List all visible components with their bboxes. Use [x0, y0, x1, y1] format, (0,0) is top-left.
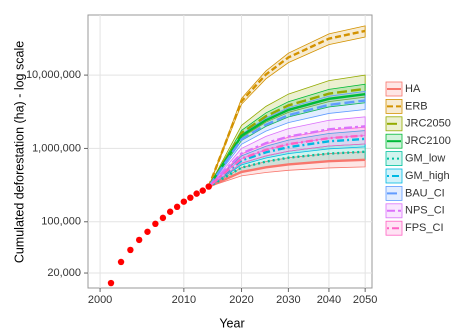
- legend-label: FPS_CI: [405, 222, 444, 234]
- series-line: [208, 158, 366, 188]
- legend-label: GM_high: [405, 170, 450, 182]
- data-point: [173, 203, 181, 211]
- data-point: [166, 208, 174, 215]
- grid: [88, 15, 372, 288]
- data-point: [159, 214, 167, 222]
- legend-label: BAU_CI: [405, 187, 445, 199]
- series-line: [207, 134, 366, 188]
- data-point: [117, 258, 125, 266]
- legend-label: JRC2050: [405, 118, 451, 130]
- series-line: [207, 87, 366, 188]
- data-point: [107, 279, 115, 287]
- data-point: [187, 194, 194, 201]
- y-tick-label: 1,000,000: [32, 142, 81, 154]
- series-line: [208, 150, 366, 188]
- plot: [107, 25, 366, 287]
- legend-label: NPS_CI: [405, 205, 445, 217]
- y-tick-label: 20,000: [47, 267, 81, 279]
- y-axis-label: Cumulated deforestation (ha) - log scale: [12, 41, 26, 263]
- series-line: [207, 99, 366, 188]
- legend-label: JRC2100: [405, 135, 451, 147]
- data-point: [199, 187, 206, 194]
- legend-label: HA: [405, 83, 421, 95]
- series-line: [207, 125, 366, 188]
- data-point: [193, 190, 200, 197]
- data-point: [127, 246, 134, 254]
- data-point: [152, 220, 159, 228]
- series-line: [207, 92, 366, 188]
- x-tick-label: 2020: [229, 294, 253, 306]
- x-tick-label: 2000: [88, 294, 112, 306]
- legend-label: ERB: [405, 100, 428, 112]
- legend-key: [385, 99, 403, 114]
- ribbon: [208, 116, 366, 188]
- legend-label: GM_low: [405, 153, 445, 165]
- data-point: [205, 183, 212, 190]
- y-tick-label: 100,000: [41, 216, 81, 228]
- x-axis-label: Year: [219, 316, 244, 330]
- y-tick-label: 10,000,000: [26, 69, 81, 81]
- x-tick-label: 2010: [172, 294, 196, 306]
- x-tick-label: 2030: [276, 294, 300, 306]
- x-tick-label: 2050: [353, 294, 377, 306]
- data-point: [135, 236, 143, 244]
- series-line: [207, 29, 366, 188]
- x-tick-label: 2040: [317, 294, 341, 306]
- data-point: [144, 228, 151, 235]
- data-point: [180, 198, 188, 205]
